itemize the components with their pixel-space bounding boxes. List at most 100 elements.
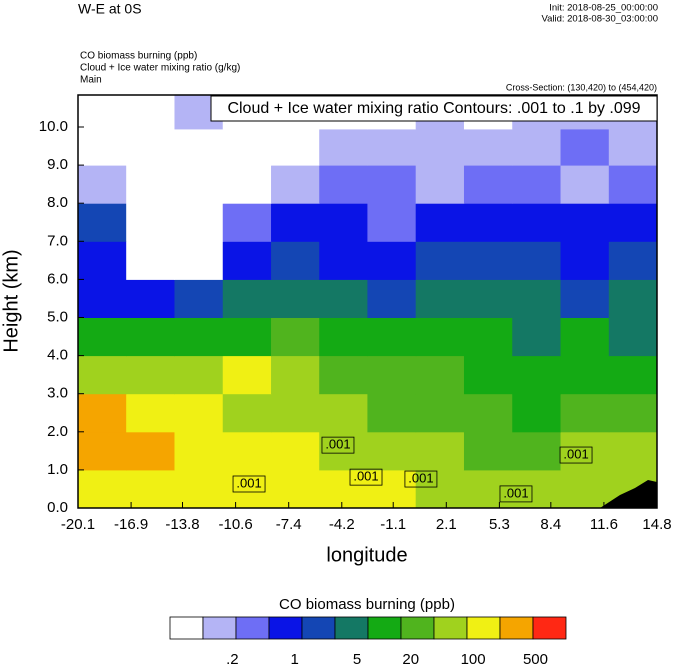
terrain — [600, 480, 657, 508]
contour-cell — [367, 128, 417, 166]
contour-cell — [78, 165, 127, 204]
x-tick-label: 14.8 — [642, 516, 671, 533]
contour-cell — [415, 431, 465, 471]
x-axis-label: longitude — [326, 544, 407, 566]
contour-cell — [174, 355, 224, 395]
y-tick-label: 7.0 — [47, 232, 68, 249]
contour-cell — [415, 355, 465, 395]
contour-cell — [367, 279, 417, 319]
colorbar-box — [334, 616, 369, 640]
contour-cell — [78, 469, 127, 509]
contour-cell — [512, 128, 562, 166]
contour-cell — [560, 279, 610, 319]
contour-cell — [271, 165, 320, 204]
contour-cell — [78, 203, 127, 242]
contour-cell — [463, 355, 513, 395]
contour-cell — [367, 355, 417, 395]
contour-cell — [367, 203, 417, 242]
contour-label-box — [321, 436, 355, 454]
x-tick-label: -20.1 — [61, 516, 95, 533]
contour-cell — [78, 95, 127, 130]
y-tick-label: 8.0 — [47, 194, 68, 211]
contour-cell — [271, 279, 320, 319]
colorbar-tick-label: 100 — [461, 651, 486, 667]
contour-cell — [415, 279, 465, 319]
contour-cell — [512, 241, 562, 280]
subtitle: Main — [80, 75, 102, 86]
y-tick-label: 10.0 — [39, 118, 68, 135]
contour-cell — [463, 128, 513, 166]
contour-cell — [608, 431, 658, 471]
contour-cell — [78, 393, 127, 433]
colorbar-box — [433, 616, 468, 640]
contour-cell — [608, 128, 658, 166]
contour-cell — [174, 393, 224, 433]
x-tick-label: -16.9 — [114, 516, 148, 533]
contour-cell — [608, 203, 658, 242]
contour-cell — [608, 241, 658, 280]
contour-cell — [319, 165, 368, 204]
contour-cell — [271, 241, 320, 280]
contour-cell — [222, 355, 272, 395]
contour-cell — [512, 317, 562, 357]
y-tick-label: 0.0 — [47, 499, 68, 516]
y-tick-label: 1.0 — [47, 461, 68, 478]
contour-cell — [271, 393, 320, 433]
colorbar-tick-label: 20 — [402, 651, 419, 667]
colorbar-box — [532, 616, 567, 640]
contour-cell — [560, 165, 610, 204]
contour-cell — [319, 317, 368, 357]
contour-cell — [463, 203, 513, 242]
contour-cell — [126, 241, 175, 280]
y-tick-label: 5.0 — [47, 308, 68, 325]
contour-cell — [367, 165, 417, 204]
contour-cell — [415, 128, 465, 166]
y-tick-label: 6.0 — [47, 270, 68, 287]
contour-cell — [463, 165, 513, 204]
plot-frame — [77, 94, 658, 509]
contour-cell — [463, 431, 513, 471]
contour-cell — [222, 393, 272, 433]
contour-cell — [174, 317, 224, 357]
contour-cell — [512, 279, 562, 319]
x-tick-label: -7.4 — [276, 516, 302, 533]
contour-cell — [463, 241, 513, 280]
contour-cell — [78, 431, 127, 471]
contour-cell — [126, 128, 175, 166]
contour-cell — [78, 279, 127, 319]
colorbar-title: CO biomass burning (ppb) — [279, 596, 455, 613]
contour-cell — [367, 431, 417, 471]
x-tick-label: -13.8 — [165, 516, 199, 533]
y-tick-label: 3.0 — [47, 385, 68, 402]
contour-cell — [271, 469, 320, 509]
contour-cell — [512, 355, 562, 395]
contour-cell — [367, 393, 417, 433]
contour-cell — [319, 128, 368, 166]
contour-cell — [222, 279, 272, 319]
contour-cell — [126, 279, 175, 319]
contour-cell — [126, 203, 175, 242]
contour-cell — [78, 355, 127, 395]
contour-cell — [174, 469, 224, 509]
contour-cell — [78, 128, 127, 166]
subtitle: CO biomass burning (ppb) — [80, 51, 197, 62]
contour-label: .001 — [408, 470, 433, 485]
contour-cell — [222, 165, 272, 204]
contour-cell — [512, 393, 562, 433]
contour-cell — [560, 317, 610, 357]
contour-cell — [271, 431, 320, 471]
contour-cell — [512, 431, 562, 471]
contour-cell — [126, 95, 175, 130]
colorbar-box — [466, 616, 501, 640]
contour-cell — [608, 393, 658, 433]
contour-cell — [319, 241, 368, 280]
y-tick-label: 9.0 — [47, 156, 68, 173]
colorbar-box — [268, 616, 303, 640]
contour-cell — [319, 203, 368, 242]
contour-cell — [463, 279, 513, 319]
contour-cell — [126, 393, 175, 433]
contour-cell — [78, 317, 127, 357]
contour-cell — [560, 128, 610, 166]
contour-cell — [319, 279, 368, 319]
contour-cell — [78, 241, 127, 280]
